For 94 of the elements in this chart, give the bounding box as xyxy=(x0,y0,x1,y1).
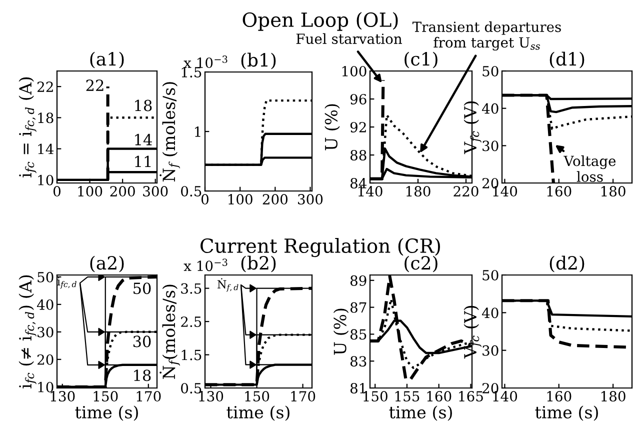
x-tick-label: 180 xyxy=(601,186,626,197)
chart-title: (a2) xyxy=(90,256,124,272)
y-tick-label: 96 xyxy=(350,94,366,104)
x-tick-label: 220 xyxy=(454,186,478,197)
chart-title: (c2) xyxy=(404,256,438,272)
y-tick-label: 50 xyxy=(38,272,54,282)
annotation: i$_{fc,d}$ xyxy=(57,277,76,289)
y-tick-label: 40 xyxy=(36,299,54,310)
annotation: 11 xyxy=(135,156,151,168)
x-tick-label: 160 xyxy=(547,186,572,197)
y-tick-label: 92 xyxy=(350,122,366,132)
annotation: 30 xyxy=(133,336,151,348)
x-tick-label: 130 xyxy=(199,391,224,402)
y-tick-label: 3.5 xyxy=(181,283,202,294)
x-axis-title: time (s) xyxy=(389,406,452,421)
y-tick-label: 20 xyxy=(37,354,54,365)
y-tick-label: 1.5 xyxy=(182,66,202,78)
x-tick-label: 200 xyxy=(110,186,135,197)
x-tick-label: 180 xyxy=(406,186,430,197)
annotation: 18 xyxy=(135,100,152,112)
y-axis-title: U (%) xyxy=(324,104,340,150)
y-tick-label: 20 xyxy=(482,178,498,188)
x-tick-label: 0 xyxy=(53,186,60,197)
text: x 10$^{−3}$ xyxy=(184,258,228,272)
text: x 10$^{−3}$ xyxy=(184,56,228,68)
y-axis-title: i$_{fc}$ (≠ i$_{fc,d}$) (A) xyxy=(18,275,36,388)
x-tick-label: 140 xyxy=(358,186,382,197)
y-tick-label: 1.5 xyxy=(182,350,202,360)
y-axis-title: i$_{fc}$ = i$_{fc,d}$ (A) xyxy=(18,77,36,178)
x-tick-label: 300 xyxy=(298,194,323,205)
x-tick-label: 130 xyxy=(50,391,75,402)
y-tick-label: 50 xyxy=(482,270,498,280)
chart-title: (b2) xyxy=(241,256,276,272)
annotation: Ṅ$_{f,d}$ xyxy=(218,278,238,292)
y-tick-label: 22 xyxy=(37,82,53,92)
x-tick-label: 165 xyxy=(459,391,483,402)
x-axis-title: time (s) xyxy=(75,406,138,421)
y-tick-label: 0.5 xyxy=(181,186,202,196)
y-tick-label: 85 xyxy=(350,329,366,340)
chart-title: (d1) xyxy=(550,52,584,68)
chart-title: (a1) xyxy=(90,52,124,68)
x-tick-label: 170 xyxy=(291,391,316,402)
x-axis-title: time (s) xyxy=(535,406,598,421)
y-tick-label: 100 xyxy=(342,66,366,76)
y-axis-title: Ṅ$_{f}$(moles/s) xyxy=(160,284,180,379)
x-tick-label: 150 xyxy=(364,391,388,402)
y-tick-label: 1 xyxy=(195,126,200,137)
y-tick-label: 40 xyxy=(482,103,498,114)
y-tick-label: 20 xyxy=(482,382,498,394)
annotation: Fuel starvation xyxy=(296,33,402,44)
x-tick-label: 140 xyxy=(493,391,518,402)
annotation: Transient departures from target U$_{ss}$ xyxy=(412,21,561,51)
x-tick-label: 180 xyxy=(601,391,626,402)
y-tick-label: 30 xyxy=(482,140,498,152)
y-axis-title: Ṅ$_{f}$ (moles/s) xyxy=(160,82,180,182)
x-tick-label: 100 xyxy=(228,194,252,205)
y-tick-label: 10 xyxy=(38,174,54,186)
y-tick-label: 89 xyxy=(350,275,366,286)
y-tick-label: 50 xyxy=(482,66,498,76)
text: Open Loop (OL) xyxy=(242,12,398,31)
x-tick-label: 155 xyxy=(395,391,420,402)
x-tick-label: 0 xyxy=(201,194,208,205)
annotation: 22 xyxy=(86,80,104,91)
y-tick-label: 10 xyxy=(38,382,54,392)
y-tick-label: 83 xyxy=(350,356,366,367)
y-tick-label: 0.5 xyxy=(181,382,202,394)
y-tick-label: 14 xyxy=(38,144,54,154)
chart-title: (d2) xyxy=(550,256,584,272)
x-tick-label: 170 xyxy=(136,391,161,402)
x-tick-label: 150 xyxy=(245,391,270,402)
y-tick-label: 87 xyxy=(350,302,366,313)
y-tick-label: 88 xyxy=(350,150,366,160)
x-axis-title: time (s) xyxy=(226,406,290,421)
chart-title: (b1) xyxy=(241,52,276,70)
y-tick-label: 84 xyxy=(350,178,367,188)
annotation: 14 xyxy=(135,134,152,146)
x-tick-label: 300 xyxy=(143,186,168,197)
annotation: 18 xyxy=(134,370,151,382)
x-tick-label: 140 xyxy=(493,186,518,197)
annotation: Voltage loss xyxy=(564,155,616,182)
x-tick-label: 160 xyxy=(427,391,452,402)
x-tick-label: 160 xyxy=(547,391,572,402)
y-tick-label: 30 xyxy=(38,326,54,338)
y-tick-label: 40 xyxy=(482,308,498,318)
x-tick-label: 150 xyxy=(94,391,118,402)
x-tick-label: 100 xyxy=(78,186,102,197)
y-axis-title: U (%) xyxy=(333,308,349,355)
x-tick-label: 200 xyxy=(262,194,288,205)
y-tick-label: 30 xyxy=(482,345,498,356)
y-tick-label: 81 xyxy=(350,382,366,394)
y-tick-label: 2.5 xyxy=(181,316,202,328)
chart-title: (c1) xyxy=(404,52,438,68)
annotation: 50 xyxy=(134,282,151,294)
y-tick-label: 18 xyxy=(38,112,54,124)
